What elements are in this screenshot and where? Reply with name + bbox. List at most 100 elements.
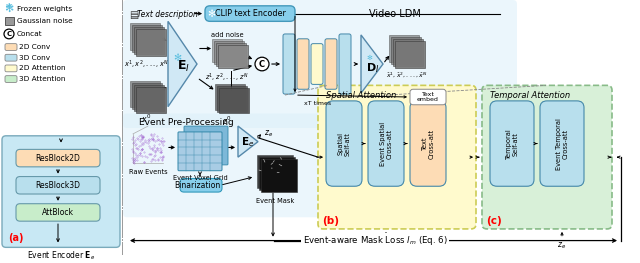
Text: Spatial Attention: Spatial Attention bbox=[326, 91, 396, 100]
Bar bbox=[130, 23, 160, 50]
Text: 2D Conv: 2D Conv bbox=[19, 44, 51, 50]
Text: $z_e$: $z_e$ bbox=[557, 241, 566, 251]
Text: (b): (b) bbox=[322, 216, 339, 226]
Polygon shape bbox=[361, 35, 383, 93]
Text: C: C bbox=[259, 59, 265, 69]
Text: ResBlock3D: ResBlock3D bbox=[35, 181, 81, 190]
Text: 3D Conv: 3D Conv bbox=[19, 55, 50, 61]
FancyBboxPatch shape bbox=[490, 101, 534, 186]
Text: $\mathbf{E}_e$: $\mathbf{E}_e$ bbox=[241, 135, 255, 149]
FancyBboxPatch shape bbox=[5, 65, 17, 72]
FancyBboxPatch shape bbox=[123, 114, 355, 217]
Bar bbox=[212, 39, 242, 62]
Text: Concat: Concat bbox=[17, 31, 43, 37]
FancyBboxPatch shape bbox=[326, 101, 362, 186]
Text: ✻: ✻ bbox=[4, 4, 13, 14]
Text: ResBlock2D: ResBlock2D bbox=[36, 154, 81, 163]
Text: 3D Attention: 3D Attention bbox=[19, 76, 65, 82]
FancyBboxPatch shape bbox=[297, 39, 309, 89]
Bar bbox=[218, 45, 248, 68]
FancyBboxPatch shape bbox=[368, 101, 404, 186]
Bar bbox=[215, 84, 245, 110]
Bar bbox=[389, 35, 419, 62]
Text: Spatial
Self-att: Spatial Self-att bbox=[337, 132, 351, 155]
Text: 2D Attention: 2D Attention bbox=[19, 65, 66, 71]
Text: Video LDM: Video LDM bbox=[369, 9, 421, 19]
Polygon shape bbox=[168, 21, 197, 107]
Bar bbox=[5, 17, 14, 25]
Text: $z_e$: $z_e$ bbox=[264, 129, 273, 139]
FancyBboxPatch shape bbox=[318, 85, 476, 229]
Text: Text
embed: Text embed bbox=[417, 92, 439, 102]
Text: Gaussian noise: Gaussian noise bbox=[17, 18, 72, 24]
Text: $z^0$: $z^0$ bbox=[222, 114, 232, 127]
Bar bbox=[214, 41, 244, 64]
FancyBboxPatch shape bbox=[5, 76, 17, 83]
Text: Text
Cross-att: Text Cross-att bbox=[422, 129, 435, 159]
Bar bbox=[130, 82, 160, 107]
FancyBboxPatch shape bbox=[5, 44, 17, 50]
Polygon shape bbox=[238, 126, 258, 157]
Text: ▤: ▤ bbox=[129, 10, 138, 20]
Text: xT times: xT times bbox=[305, 101, 332, 106]
Bar bbox=[393, 39, 423, 66]
FancyBboxPatch shape bbox=[540, 101, 584, 186]
Text: ✻: ✻ bbox=[173, 53, 181, 63]
Text: Event Spatial
Cross-att: Event Spatial Cross-att bbox=[380, 122, 392, 166]
FancyBboxPatch shape bbox=[16, 149, 100, 167]
Text: add noise: add noise bbox=[211, 32, 243, 38]
FancyBboxPatch shape bbox=[339, 34, 351, 94]
FancyBboxPatch shape bbox=[178, 132, 222, 171]
Text: $\mathbf{E}_I$: $\mathbf{E}_I$ bbox=[177, 58, 191, 74]
Text: $x^1, x^2, ..., x^N$: $x^1, x^2, ..., x^N$ bbox=[124, 58, 168, 70]
FancyBboxPatch shape bbox=[16, 204, 100, 221]
Text: $\hat{x}^1, \hat{x}^2, ..., \hat{x}^N$: $\hat{x}^1, \hat{x}^2, ..., \hat{x}^N$ bbox=[386, 70, 428, 79]
Text: Event Temporal
Cross-att: Event Temporal Cross-att bbox=[556, 118, 568, 169]
Text: CLIP text Encoder: CLIP text Encoder bbox=[214, 9, 285, 18]
Text: $z_e$: $z_e$ bbox=[381, 241, 390, 251]
Bar bbox=[391, 37, 421, 64]
Text: Frozen weights: Frozen weights bbox=[17, 6, 72, 12]
Circle shape bbox=[255, 57, 269, 71]
Bar bbox=[132, 83, 162, 109]
Bar bbox=[132, 25, 162, 52]
FancyBboxPatch shape bbox=[410, 101, 446, 186]
Text: AttBlock: AttBlock bbox=[42, 208, 74, 217]
FancyBboxPatch shape bbox=[16, 176, 100, 194]
Text: *: * bbox=[6, 2, 12, 15]
Bar bbox=[136, 87, 166, 113]
Text: Event Pre-Processing: Event Pre-Processing bbox=[139, 118, 234, 127]
Text: $\mathbf{D}_I$: $\mathbf{D}_I$ bbox=[366, 61, 380, 75]
Text: Binarization: Binarization bbox=[174, 181, 220, 190]
Bar bbox=[134, 27, 164, 54]
Bar bbox=[219, 88, 249, 114]
FancyBboxPatch shape bbox=[180, 179, 222, 192]
Bar bbox=[261, 159, 297, 192]
FancyBboxPatch shape bbox=[2, 136, 120, 247]
Text: Event-aware Mask Loss $l_m$ (Eq. 6): Event-aware Mask Loss $l_m$ (Eq. 6) bbox=[303, 234, 447, 247]
FancyBboxPatch shape bbox=[311, 44, 323, 84]
Text: $z^1, z^2, ..., z^N$: $z^1, z^2, ..., z^N$ bbox=[205, 72, 249, 84]
Text: $x^0$: $x^0$ bbox=[141, 113, 151, 125]
Text: Raw Events: Raw Events bbox=[129, 169, 167, 175]
Text: Temporal Attention: Temporal Attention bbox=[490, 91, 570, 100]
Text: (c): (c) bbox=[486, 216, 502, 226]
Text: (a): (a) bbox=[8, 234, 24, 244]
Bar bbox=[217, 86, 247, 112]
Text: ✻: ✻ bbox=[207, 9, 215, 19]
FancyBboxPatch shape bbox=[283, 34, 295, 94]
FancyBboxPatch shape bbox=[482, 85, 612, 229]
Bar bbox=[259, 157, 295, 190]
FancyBboxPatch shape bbox=[325, 39, 337, 89]
Bar bbox=[257, 155, 293, 188]
FancyBboxPatch shape bbox=[184, 126, 228, 165]
FancyBboxPatch shape bbox=[5, 54, 17, 61]
Text: Event Mask: Event Mask bbox=[256, 198, 294, 204]
Text: Event Voxel Grid: Event Voxel Grid bbox=[173, 175, 227, 181]
Text: Temporal
Self-att: Temporal Self-att bbox=[506, 128, 518, 159]
FancyBboxPatch shape bbox=[410, 89, 446, 105]
Text: C: C bbox=[6, 31, 12, 37]
Bar bbox=[395, 41, 425, 68]
Bar bbox=[136, 29, 166, 56]
FancyBboxPatch shape bbox=[205, 6, 295, 21]
